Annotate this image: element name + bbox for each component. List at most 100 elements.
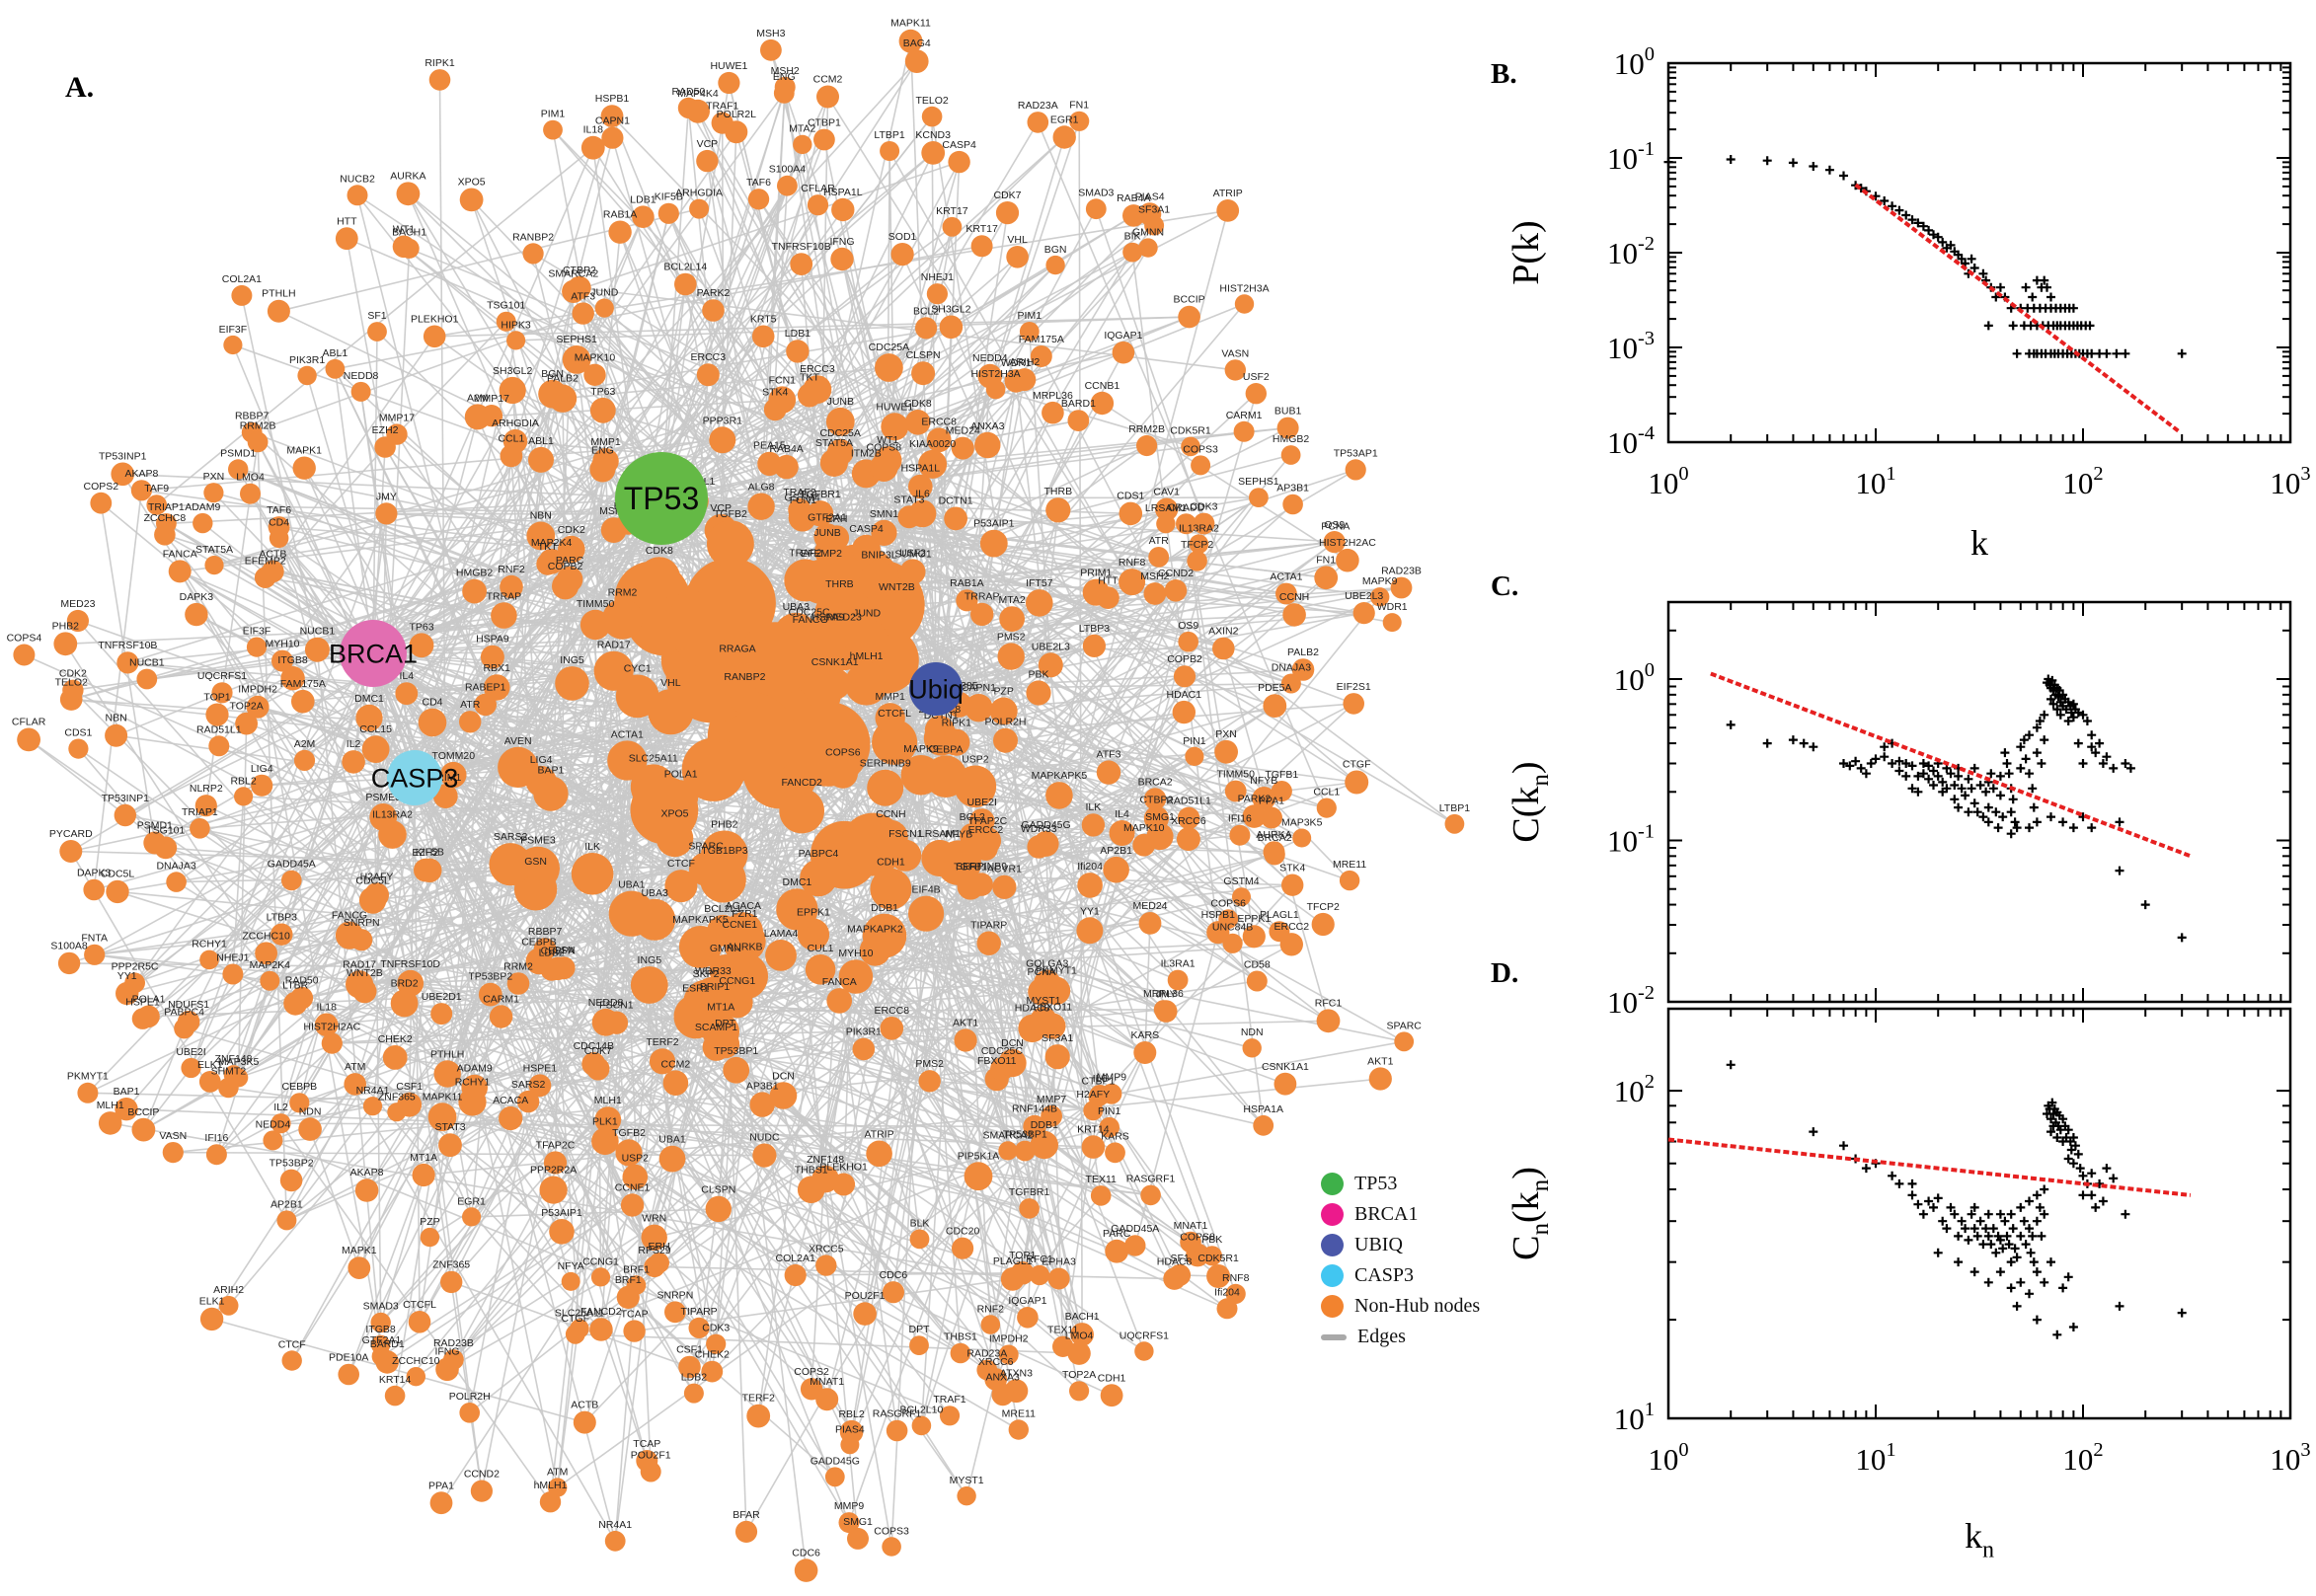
network-node-label: MAP2K4 — [250, 959, 291, 971]
network-node-label: RRM2 — [608, 587, 638, 599]
network-node — [423, 325, 446, 348]
network-node-label: SMAD3 — [1078, 187, 1114, 198]
network-edge — [987, 943, 1145, 1352]
network-node — [1119, 569, 1146, 596]
network-edge — [477, 399, 783, 418]
network-node-label: JUND — [853, 607, 881, 619]
network-node — [918, 1070, 941, 1093]
network-node-label: KARS — [1101, 1130, 1129, 1142]
network-node-label: RCHY1 — [455, 1076, 491, 1088]
network-node-label: NEDD4 — [972, 352, 1008, 364]
network-node-label: AKAP8 — [350, 1167, 384, 1178]
network-edge — [660, 497, 1364, 614]
network-edge — [414, 115, 933, 779]
network-node-label: KRT14 — [379, 1374, 412, 1386]
network-node-label: BAP1 — [114, 1086, 140, 1098]
network-node — [1103, 856, 1129, 883]
network-node-label: ZNF148 — [807, 1154, 844, 1166]
network-node — [190, 818, 210, 839]
network-node-label: NUCB2 — [340, 173, 375, 185]
network-node-label: H2AFY — [1076, 1089, 1110, 1101]
network-edge — [271, 446, 386, 572]
network-node-label: LTBP3 — [267, 912, 297, 924]
network-edge — [471, 1208, 719, 1218]
network-node-label: MAPK9 — [903, 743, 939, 755]
network-node — [350, 381, 371, 402]
network-node — [146, 494, 167, 515]
network-node — [948, 150, 970, 174]
network-node — [68, 738, 89, 759]
network-node — [908, 474, 933, 499]
network-node-label: USP2 — [622, 1153, 650, 1165]
network-node — [601, 126, 624, 149]
network-core-blob — [686, 587, 740, 642]
axis-title: k — [1970, 523, 1988, 563]
network-node — [1206, 1264, 1231, 1288]
network-edge — [371, 777, 416, 1106]
network-legend: TP53 BRCA1 UBIQ CASP3 Non-Hub nodes Edges — [1321, 1169, 1480, 1352]
network-node — [777, 175, 798, 196]
node-swatch-icon — [1321, 1264, 1344, 1287]
network-node-label: CYC1 — [624, 663, 652, 675]
network-node — [648, 689, 694, 735]
network-node-label: GTF2A1 — [362, 1334, 402, 1346]
network-node — [1172, 700, 1197, 724]
network-node-label: GTF2A1 — [808, 511, 847, 523]
network-node-label: WDR33 — [1021, 823, 1057, 835]
network-node — [1187, 551, 1207, 571]
network-edge — [334, 368, 374, 654]
network-node — [1148, 547, 1170, 568]
network-node — [1390, 576, 1413, 599]
network-node-label: IL18 — [316, 1002, 337, 1014]
network-node-label: UBA1 — [658, 1134, 686, 1146]
network-node — [362, 1097, 383, 1116]
network-node-label: PLK1 — [592, 1116, 618, 1128]
network-node — [840, 1435, 860, 1455]
network-node — [354, 1178, 379, 1202]
network-node — [1252, 787, 1276, 810]
network-node — [291, 689, 315, 714]
network-edge — [425, 497, 662, 872]
network-node-label: VCP — [710, 502, 732, 514]
network-node-label: FN1 — [1069, 100, 1089, 112]
network-node — [375, 1350, 400, 1374]
network-node — [1253, 1114, 1274, 1136]
tick-label: 100 — [1648, 463, 1688, 500]
network-node-label: TGFBR1 — [800, 489, 841, 500]
network-node-label: LDB2 — [681, 1372, 707, 1384]
network-node-label: DNAJA3 — [156, 860, 195, 872]
network-node — [622, 1164, 649, 1190]
network-node-label: ACTB — [259, 549, 286, 561]
network-edge — [280, 1104, 373, 1124]
network-node-labels: TCAP PRIM1 NHEJ1 TP53INP1 P53AIP1 TFAP2C H2AFY… — [7, 18, 1471, 1559]
network-node — [1122, 204, 1145, 227]
network-edge — [649, 984, 962, 1354]
network-node — [399, 238, 420, 259]
network-node-label: RAB4A — [769, 443, 803, 455]
network-node-label: PIM1 — [541, 109, 566, 120]
network-node — [174, 1018, 195, 1039]
network-edge — [434, 209, 1228, 338]
network-node-label: SKP2 — [693, 968, 720, 980]
network-node — [1010, 1261, 1035, 1285]
network-node-label: PARK2 — [697, 287, 731, 299]
network-node-label: AP3B1 — [746, 1081, 779, 1093]
network-node — [111, 462, 134, 487]
network-node-label: VASN — [159, 1130, 187, 1142]
network-node — [1336, 548, 1359, 572]
network-edge — [660, 144, 804, 499]
tick-label: 103 — [2270, 463, 2310, 500]
network-node-label: CDS1 — [64, 726, 92, 738]
network-node-label: PZP — [993, 686, 1013, 698]
network-node — [993, 727, 1018, 753]
network-node-label: BCL2L10 — [900, 1405, 944, 1416]
network-node — [870, 453, 898, 483]
network-node-label: CLSPN — [906, 349, 941, 361]
network-node — [390, 989, 419, 1018]
hub-node-ubiq — [909, 662, 963, 716]
network-node — [335, 921, 364, 950]
network-node-label: HUWE1 — [710, 60, 747, 72]
network-node-label: DPT — [909, 1324, 931, 1335]
network-node — [498, 746, 539, 789]
network-node-label: EIF2S1 — [1337, 681, 1371, 693]
